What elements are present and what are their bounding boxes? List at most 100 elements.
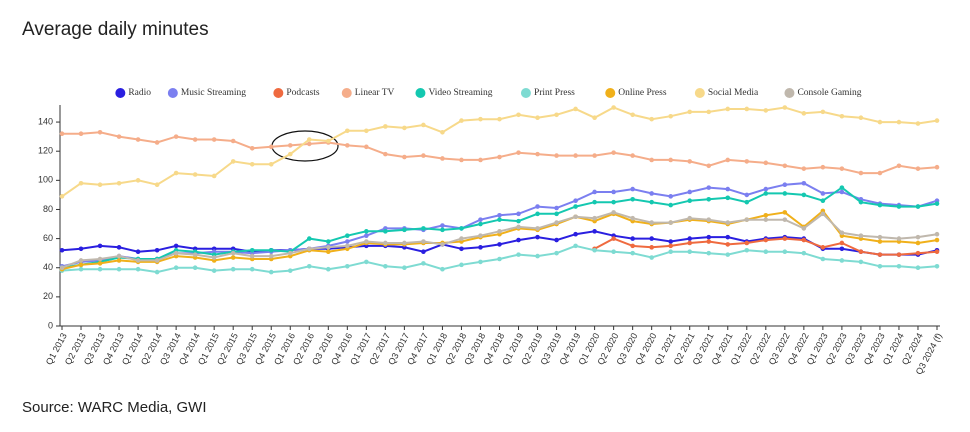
data-point [497,116,502,122]
data-point [801,111,807,116]
data-point [763,249,769,255]
data-point [211,137,217,142]
data-point [782,217,788,222]
data-point [345,143,350,148]
data-point [287,250,293,256]
legend-marker [784,88,795,98]
data-point [839,258,845,263]
data-point [154,182,160,188]
data-point [573,204,578,209]
y-tick-label: 120 [38,146,53,156]
data-point [78,266,84,272]
data-point [896,204,902,209]
data-point [668,220,673,225]
data-point [287,268,293,273]
data-point [478,245,483,250]
data-point [649,199,654,205]
data-point [478,233,483,238]
data-point [59,194,65,199]
data-point [858,170,864,176]
data-point [497,256,502,262]
legend-marker [605,88,616,98]
data-point [915,265,921,271]
legend-label: Console Gaming [797,88,861,98]
data-point [421,261,426,266]
legend-marker [167,88,178,98]
data-point [459,236,464,241]
data-point [611,105,616,110]
data-point [173,250,179,256]
legend-label: Music Streaming [181,88,246,98]
data-point [782,210,788,215]
data-point [402,125,407,131]
data-point [78,246,84,252]
data-point [858,115,864,120]
plot [59,105,940,275]
data-point [763,160,769,166]
data-point [687,236,693,241]
data-point [516,252,521,257]
data-point [725,157,731,163]
data-point [154,140,160,145]
data-point [725,186,731,192]
data-point [516,218,521,224]
data-point [915,204,921,209]
data-point [782,163,788,169]
data-point [59,131,65,137]
data-point [725,220,731,225]
source: Source: WARC Media, GWI [22,399,206,416]
legend-marker [115,88,126,98]
data-point [592,247,597,253]
data-point [744,199,750,205]
data-point [934,263,940,269]
data-point [306,137,312,142]
data-point [135,137,141,142]
data-point [192,137,198,142]
data-point [497,212,502,218]
data-point [687,189,693,195]
data-point [877,170,883,176]
data-point [230,255,236,260]
data-point [706,239,712,244]
data-point [554,153,559,158]
data-point [268,162,274,167]
data-point [230,250,236,256]
data-point [668,113,673,119]
data-point [668,194,673,199]
data-point [858,199,864,205]
y-tick-label: 40 [43,262,53,272]
data-point [744,247,750,253]
data-point [763,186,769,192]
legend-marker [341,88,352,98]
data-point [154,269,160,275]
data-point [440,227,445,233]
data-point [383,151,388,157]
data-point [820,198,826,204]
data-point [592,215,597,221]
data-point [421,226,426,231]
data-point [744,106,750,112]
data-point [687,240,693,246]
data-point [306,246,312,252]
data-point [649,157,654,163]
data-point [744,217,750,222]
data-point [877,239,883,244]
data-point [763,212,769,218]
data-point [97,243,103,249]
data-point [820,256,826,262]
data-point [135,266,141,272]
data-point [192,265,198,271]
data-point [858,233,864,238]
y-tick-label: 60 [43,233,53,243]
data-point [554,205,559,211]
data-point [934,231,940,237]
data-point [801,166,807,171]
data-point [116,266,122,272]
data-point [763,191,769,196]
data-point [611,236,616,241]
data-point [440,129,445,135]
data-point [668,239,673,244]
data-point [782,105,788,110]
data-point [97,256,103,262]
data-point [801,237,807,243]
